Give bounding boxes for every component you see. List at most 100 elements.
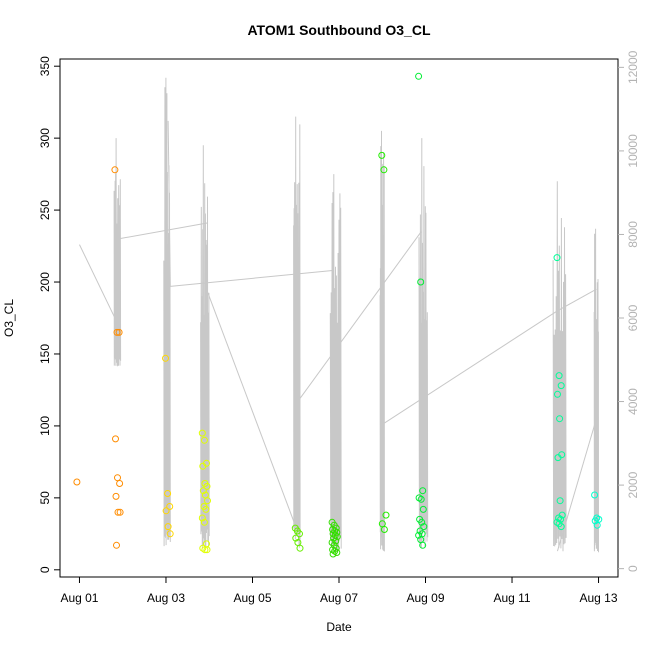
data-point bbox=[199, 544, 207, 552]
data-point bbox=[162, 507, 170, 515]
point-group-4 bbox=[291, 524, 304, 552]
data-point bbox=[166, 530, 174, 538]
data-point bbox=[417, 278, 425, 286]
y2-tick-label: 8000 bbox=[626, 221, 640, 248]
x-tick-label: Aug 09 bbox=[406, 591, 444, 605]
trace-spike-0 bbox=[113, 138, 122, 367]
axes-layer: 0 50 100 150 200 250 300 350 0 2000 4000 6000 8000 10… bbox=[38, 50, 640, 605]
y2-tick-label: 4000 bbox=[626, 388, 640, 415]
x-tick-label: Aug 07 bbox=[320, 591, 358, 605]
data-point bbox=[203, 546, 211, 554]
data-point bbox=[553, 254, 561, 262]
data-point bbox=[200, 436, 208, 444]
data-point bbox=[332, 537, 340, 545]
data-point bbox=[198, 429, 206, 437]
data-point bbox=[591, 517, 599, 525]
data-point bbox=[382, 511, 390, 519]
data-point bbox=[554, 454, 562, 462]
trace-spike-6 bbox=[418, 138, 429, 549]
point-group-7 bbox=[415, 72, 428, 549]
data-point bbox=[112, 435, 119, 443]
x-axis-label: Date bbox=[326, 620, 352, 634]
data-point bbox=[417, 495, 425, 503]
y-tick-label: 300 bbox=[38, 128, 52, 148]
y2-tick-label: 0 bbox=[626, 565, 640, 572]
data-point bbox=[166, 503, 174, 510]
data-point bbox=[202, 505, 210, 513]
y2-tick-label: 2000 bbox=[626, 471, 640, 498]
data-point bbox=[200, 518, 208, 526]
x-tick-label: Aug 01 bbox=[60, 591, 98, 605]
data-point bbox=[73, 478, 81, 486]
point-group-0 bbox=[73, 478, 81, 486]
data-point bbox=[556, 497, 564, 505]
trace-connector-1 bbox=[118, 222, 208, 240]
data-point bbox=[557, 382, 565, 390]
data-point bbox=[199, 487, 207, 495]
chart-title: ATOM1 Southbound O3_CL bbox=[247, 22, 430, 38]
point-group-1 bbox=[111, 166, 124, 549]
point-group-6 bbox=[378, 151, 390, 533]
data-point bbox=[114, 508, 122, 516]
point-group-3 bbox=[198, 429, 211, 554]
data-point bbox=[113, 541, 120, 549]
data-point bbox=[555, 372, 563, 380]
point-group-9 bbox=[591, 491, 603, 529]
line-series-layer bbox=[79, 77, 599, 553]
trace-spike-8 bbox=[593, 228, 599, 553]
trace-spike-5 bbox=[379, 130, 385, 552]
trace-connector-5 bbox=[295, 231, 422, 405]
trace-connector-4 bbox=[204, 284, 297, 527]
data-point bbox=[292, 534, 300, 542]
trace-connector-0 bbox=[79, 244, 119, 326]
trace-connector-8 bbox=[556, 418, 597, 552]
y2-tick-label: 6000 bbox=[626, 304, 640, 331]
y-tick-label: 0 bbox=[38, 566, 52, 573]
y2-tick-label: 10000 bbox=[626, 134, 640, 168]
trace-spike-1 bbox=[163, 77, 171, 547]
points-layer bbox=[73, 72, 603, 558]
y-tick-label: 250 bbox=[38, 200, 52, 220]
y-tick-label: 150 bbox=[38, 344, 52, 364]
x-tick-label: Aug 05 bbox=[233, 591, 271, 605]
data-point bbox=[116, 480, 124, 487]
data-point bbox=[203, 482, 211, 490]
data-point bbox=[296, 544, 304, 552]
trace-spike-7 bbox=[552, 181, 567, 552]
data-point bbox=[380, 166, 388, 174]
data-point bbox=[419, 505, 427, 513]
x-tick-label: Aug 11 bbox=[493, 591, 530, 605]
data-point bbox=[378, 151, 386, 159]
data-point bbox=[333, 549, 341, 556]
data-point bbox=[164, 523, 172, 531]
trace-spike-3 bbox=[293, 116, 301, 548]
data-point bbox=[204, 497, 211, 505]
data-point bbox=[199, 462, 207, 470]
point-group-8 bbox=[553, 254, 566, 531]
data-point bbox=[380, 526, 388, 533]
data-point bbox=[113, 328, 121, 336]
y2-tick-label: 12000 bbox=[626, 50, 640, 84]
y-tick-label: 100 bbox=[38, 416, 52, 436]
data-point bbox=[415, 531, 423, 539]
data-point bbox=[112, 492, 120, 500]
y-tick-label: 350 bbox=[38, 56, 52, 76]
data-point bbox=[164, 490, 172, 497]
data-point bbox=[420, 523, 428, 531]
data-point bbox=[591, 491, 599, 499]
point-group-5 bbox=[328, 518, 341, 558]
data-point bbox=[554, 390, 561, 398]
x-tick-label: Aug 13 bbox=[580, 591, 618, 605]
trace-connector-2 bbox=[167, 120, 171, 287]
data-point bbox=[329, 550, 337, 558]
data-point bbox=[115, 328, 123, 336]
point-group-2 bbox=[162, 354, 174, 538]
data-point bbox=[162, 354, 169, 362]
data-point bbox=[198, 514, 206, 522]
trace-connector-7 bbox=[557, 288, 597, 312]
data-point bbox=[296, 530, 303, 538]
data-point bbox=[419, 541, 427, 549]
data-point bbox=[415, 72, 423, 80]
data-point bbox=[556, 415, 564, 423]
